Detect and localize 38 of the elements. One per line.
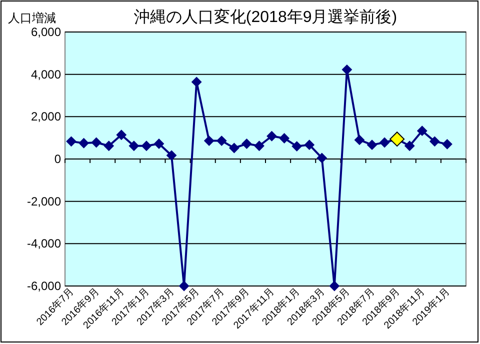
y-tick-label: -2,000 bbox=[26, 194, 62, 208]
point bbox=[104, 140, 114, 151]
point bbox=[141, 140, 152, 151]
point bbox=[316, 152, 327, 163]
point bbox=[342, 64, 352, 75]
point bbox=[380, 137, 390, 148]
point bbox=[292, 141, 302, 152]
point bbox=[367, 140, 378, 150]
point bbox=[242, 138, 252, 149]
point bbox=[442, 139, 452, 150]
point bbox=[354, 134, 364, 145]
point bbox=[166, 150, 177, 160]
y-tick-label: -6,000 bbox=[26, 279, 62, 293]
point bbox=[91, 137, 102, 148]
point bbox=[329, 281, 340, 291]
point bbox=[78, 138, 89, 148]
chart-title: 沖縄の人口変化(2018年9月選挙前後) bbox=[134, 8, 398, 26]
point bbox=[192, 76, 202, 87]
y-tick-label: 2,000 bbox=[30, 110, 62, 124]
point bbox=[254, 140, 264, 151]
y-tick-label: -4,000 bbox=[26, 236, 62, 251]
y-tick-label: 0 bbox=[54, 152, 62, 166]
point bbox=[404, 140, 415, 151]
point bbox=[417, 126, 428, 136]
point bbox=[128, 140, 139, 151]
y-tick-label: 4,000 bbox=[30, 67, 62, 82]
point bbox=[204, 136, 214, 146]
point bbox=[66, 136, 76, 146]
y-tick-label: 6,000 bbox=[30, 25, 62, 39]
point bbox=[154, 138, 164, 149]
point bbox=[216, 136, 227, 146]
y-axis-title: 人口増減 bbox=[8, 11, 56, 25]
point bbox=[279, 133, 290, 144]
point bbox=[229, 142, 240, 153]
point bbox=[304, 140, 314, 150]
point bbox=[116, 130, 126, 140]
point bbox=[266, 131, 277, 142]
point bbox=[430, 136, 440, 146]
